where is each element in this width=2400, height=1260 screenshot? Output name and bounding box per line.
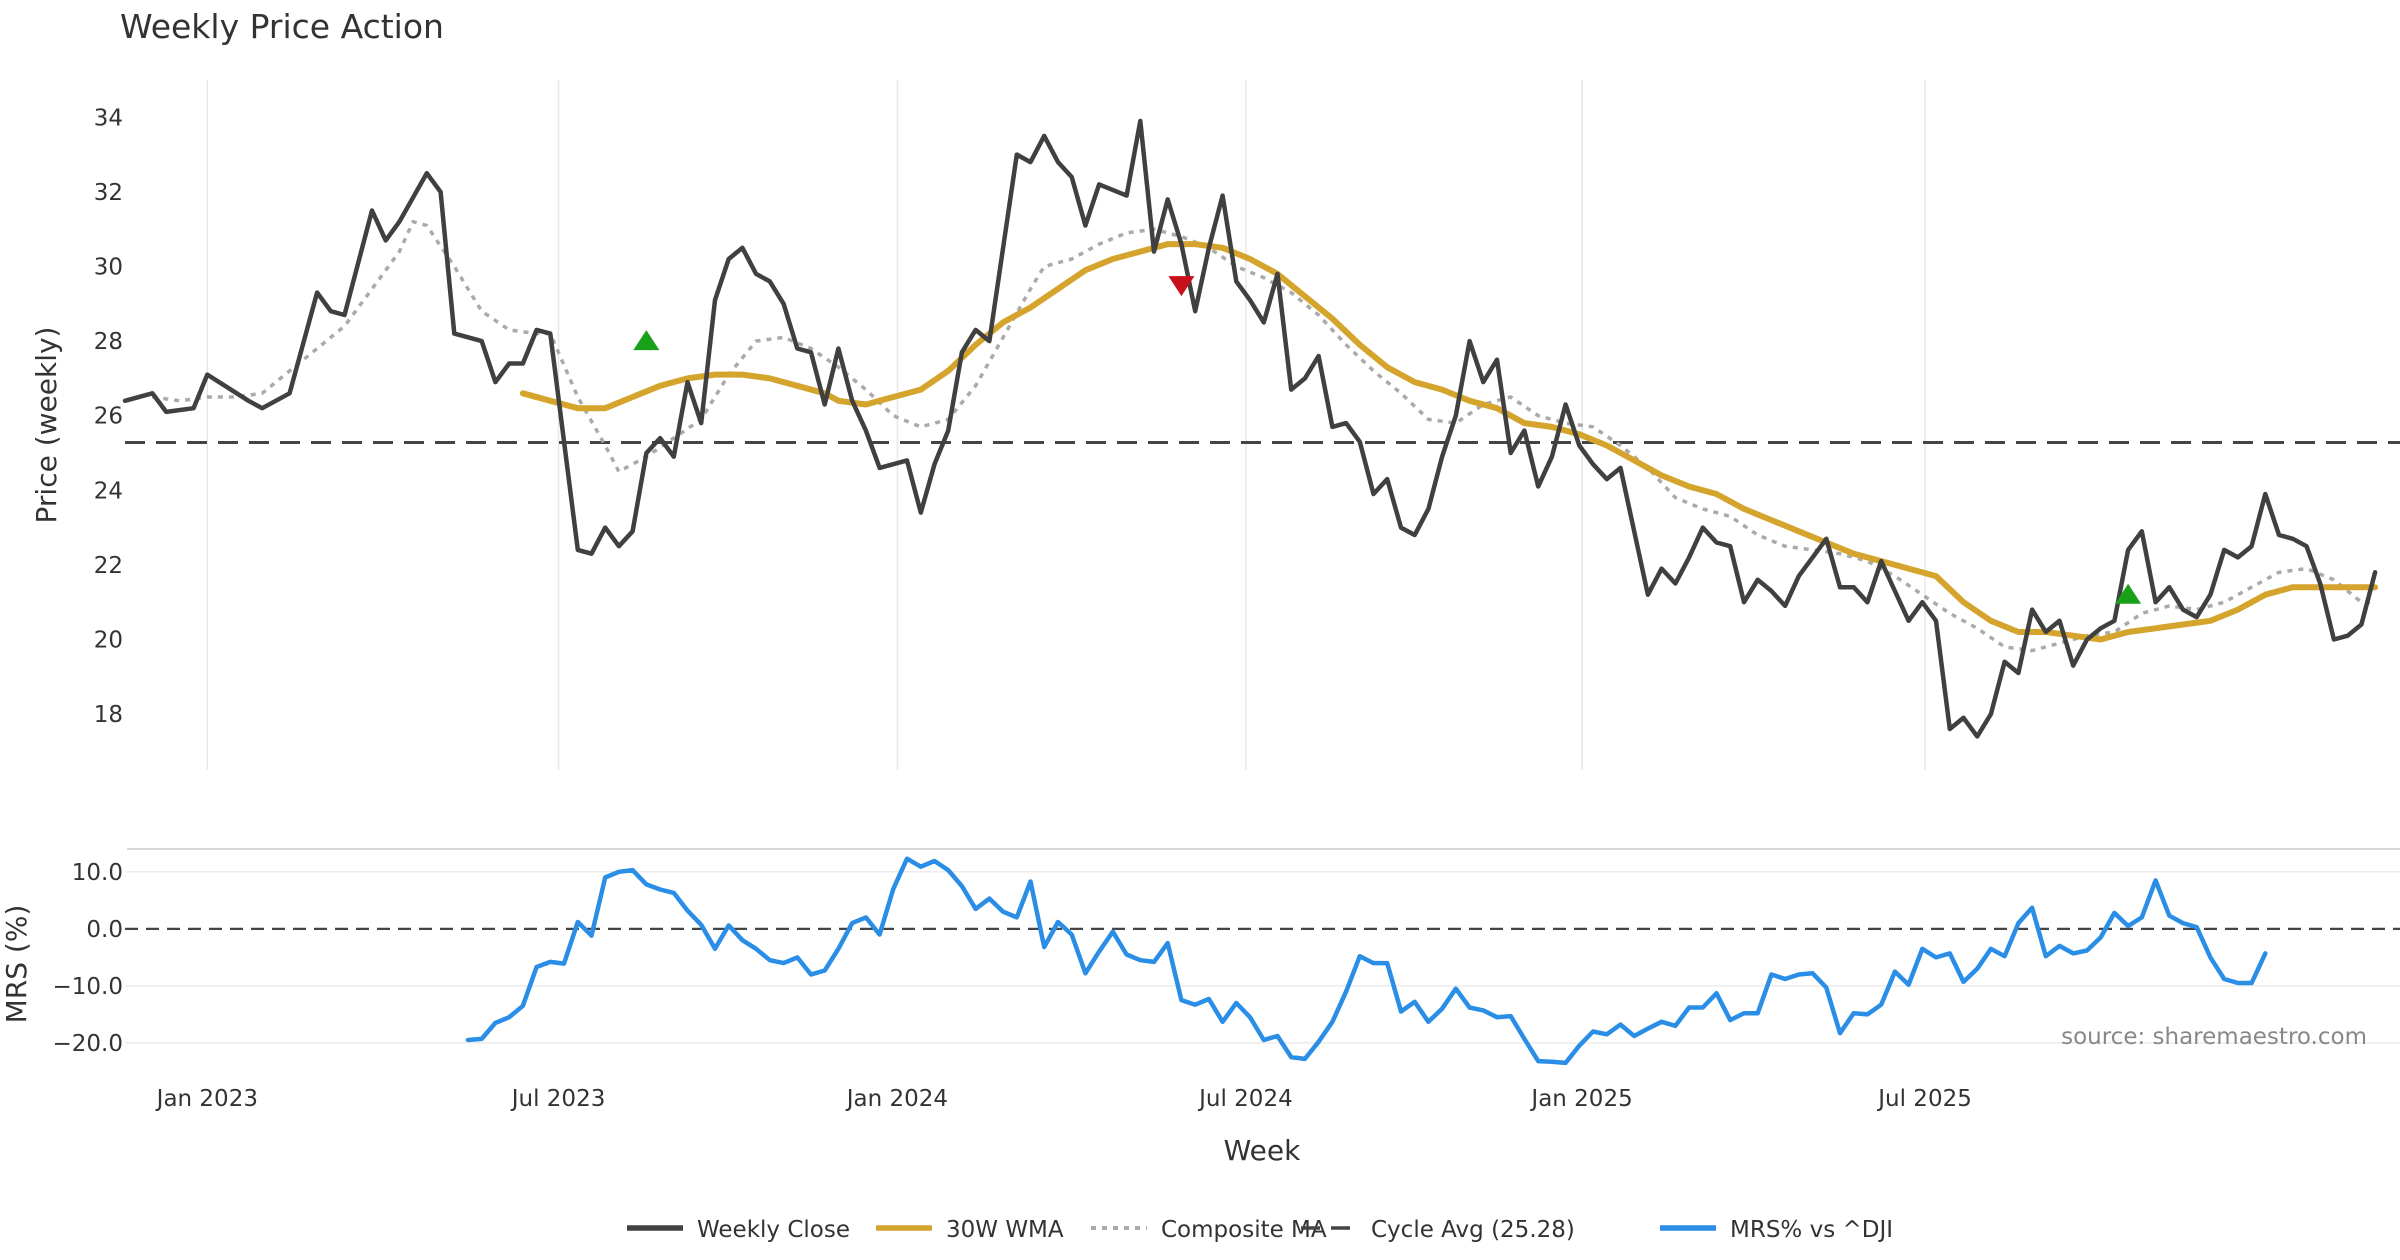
mrs-y-tick-label: 0.0 bbox=[86, 917, 123, 943]
mrs-panel: 10.0 0.0 −10.0 −20.0 MRS (%) source: sharem… bbox=[0, 848, 2400, 1066]
x-axis-label: Week bbox=[1224, 1134, 1301, 1167]
buy-signal-marker bbox=[633, 330, 660, 351]
mrs-y-ticks: 10.0 0.0 −10.0 −20.0 bbox=[53, 860, 123, 1057]
legend-label: MRS% vs ^DJI bbox=[1730, 1217, 1893, 1243]
legend-label: Cycle Avg (25.28) bbox=[1371, 1217, 1575, 1243]
signal-markers bbox=[633, 276, 2142, 604]
source-note: source: sharemaestro.com bbox=[2061, 1024, 2367, 1050]
price-y-ticks: 18 20 22 24 26 28 30 32 34 bbox=[94, 105, 123, 728]
x-tick-label: Jan 2024 bbox=[845, 1086, 948, 1112]
x-tick-label: Jan 2025 bbox=[1529, 1086, 1632, 1112]
mrs-series bbox=[465, 856, 2268, 1066]
price-gridlines bbox=[206, 80, 1926, 770]
legend-label: Composite MA bbox=[1161, 1217, 1327, 1243]
price-y-tick-label: 28 bbox=[94, 329, 123, 355]
sell-signal-marker bbox=[1168, 276, 1195, 297]
legend-label: 30W WMA bbox=[946, 1217, 1064, 1243]
x-tick-label: Jan 2023 bbox=[155, 1086, 258, 1112]
buy-signal-marker bbox=[2115, 583, 2142, 604]
composite-ma-line bbox=[152, 219, 2376, 653]
weekly-close-line bbox=[122, 118, 2378, 739]
price-y-axis-label: Price (weekly) bbox=[30, 327, 63, 524]
price-y-tick-label: 20 bbox=[94, 627, 123, 653]
price-y-tick-label: 32 bbox=[94, 180, 123, 206]
price-panel: 18 20 22 24 26 28 30 32 34 Price (weekly) bbox=[30, 80, 2400, 770]
mrs-y-axis-label: MRS (%) bbox=[0, 905, 33, 1024]
price-y-tick-label: 30 bbox=[94, 254, 123, 280]
x-tick-label: Jul 2023 bbox=[510, 1086, 606, 1112]
mrs-gridlines bbox=[125, 871, 2400, 1044]
price-y-tick-label: 18 bbox=[94, 702, 123, 728]
mrs-line bbox=[465, 856, 2268, 1066]
price-y-tick-label: 22 bbox=[94, 553, 123, 579]
mrs-y-tick-label: −10.0 bbox=[53, 974, 123, 1000]
legend: Weekly Close 30W WMA Composite MA Cycle Avg… bbox=[627, 1217, 1893, 1243]
x-tick-label: Jul 2024 bbox=[1197, 1086, 1293, 1112]
mrs-y-tick-label: −20.0 bbox=[53, 1031, 123, 1057]
x-ticks: Jan 2023 Jul 2023 Jan 2024 Jul 2024 Jan 2025… bbox=[155, 1086, 1972, 1112]
legend-label: Weekly Close bbox=[697, 1217, 850, 1243]
chart-title: Weekly Price Action bbox=[120, 7, 444, 46]
x-tick-label: Jul 2025 bbox=[1876, 1086, 1972, 1112]
price-y-tick-label: 26 bbox=[94, 404, 123, 430]
price-y-tick-label: 24 bbox=[94, 478, 123, 504]
price-series bbox=[122, 118, 2379, 739]
price-y-tick-label: 34 bbox=[94, 105, 123, 131]
mrs-y-tick-label: 10.0 bbox=[72, 860, 123, 886]
